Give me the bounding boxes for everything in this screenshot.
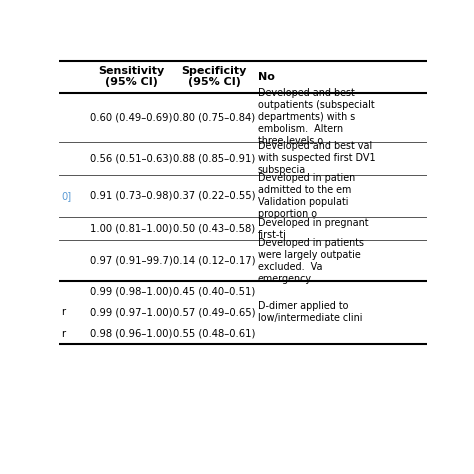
Text: 0.37 (0.22–0.55): 0.37 (0.22–0.55) bbox=[173, 191, 255, 201]
Text: 0.99 (0.98–1.00): 0.99 (0.98–1.00) bbox=[91, 286, 173, 296]
Text: D-dimer applied to
low/intermediate clini: D-dimer applied to low/intermediate clin… bbox=[258, 301, 362, 323]
Text: r: r bbox=[61, 328, 65, 338]
Text: 0.99 (0.97–1.00): 0.99 (0.97–1.00) bbox=[91, 307, 173, 318]
Text: Developed in pregnant
first-ti: Developed in pregnant first-ti bbox=[258, 218, 368, 239]
Text: Developed and best
outpatients (subspecialt
departments) with s
embolism.  Alter: Developed and best outpatients (subspeci… bbox=[258, 88, 374, 146]
Text: 0.56 (0.51–0.63): 0.56 (0.51–0.63) bbox=[91, 154, 173, 164]
Text: Developed in patien
admitted to the em
Validation populati
proportion o: Developed in patien admitted to the em V… bbox=[258, 173, 355, 219]
Text: 0.88 (0.85–0.91): 0.88 (0.85–0.91) bbox=[173, 154, 255, 164]
Text: No: No bbox=[258, 72, 274, 82]
Text: 0.55 (0.48–0.61): 0.55 (0.48–0.61) bbox=[173, 328, 255, 338]
Text: 1.00 (0.81–1.00): 1.00 (0.81–1.00) bbox=[91, 224, 173, 234]
Text: 0.91 (0.73–0.98): 0.91 (0.73–0.98) bbox=[91, 191, 173, 201]
Text: 0.50 (0.43–0.58): 0.50 (0.43–0.58) bbox=[173, 224, 255, 234]
Text: 0.57 (0.49–0.65): 0.57 (0.49–0.65) bbox=[173, 307, 255, 318]
Text: Sensitivity
(95% CI): Sensitivity (95% CI) bbox=[99, 66, 165, 87]
Text: 0.14 (0.12–0.17): 0.14 (0.12–0.17) bbox=[173, 255, 255, 265]
Text: Developed and best val
with suspected first DV1
subspecia: Developed and best val with suspected fi… bbox=[258, 141, 375, 175]
Text: 0]: 0] bbox=[61, 191, 71, 201]
Text: 0.80 (0.75–0.84): 0.80 (0.75–0.84) bbox=[173, 112, 255, 122]
Text: 0.60 (0.49–0.69): 0.60 (0.49–0.69) bbox=[91, 112, 173, 122]
Text: 0.97 (0.91–99.7): 0.97 (0.91–99.7) bbox=[90, 255, 173, 265]
Text: Specificity
(95% CI): Specificity (95% CI) bbox=[182, 66, 247, 87]
Text: 0.45 (0.40–0.51): 0.45 (0.40–0.51) bbox=[173, 286, 255, 296]
Text: r: r bbox=[61, 307, 65, 318]
Text: Developed in patients
were largely outpatie
excluded.  Va
emergency: Developed in patients were largely outpa… bbox=[258, 237, 364, 283]
Text: 0.98 (0.96–1.00): 0.98 (0.96–1.00) bbox=[91, 328, 173, 338]
